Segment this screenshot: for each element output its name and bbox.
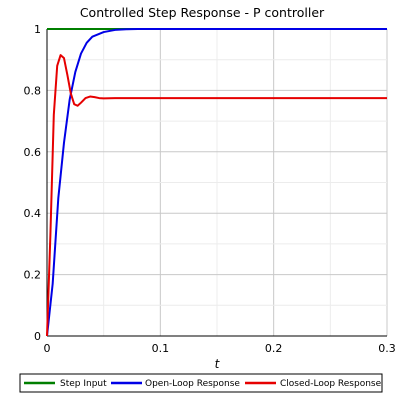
y-tick-label: 0.8	[24, 84, 42, 97]
x-tick-label: 0.2	[265, 342, 283, 355]
chart-title: Controlled Step Response - P controller	[80, 5, 325, 20]
series-line-closed-loop-response	[46, 54, 387, 337]
x-tick-label: 0	[44, 342, 51, 355]
x-axis-label: t	[215, 357, 221, 371]
legend-label: Step Input	[60, 379, 107, 389]
grid-lines	[47, 28, 388, 336]
y-tick-label: 0	[34, 330, 41, 343]
x-tick-label: 0.1	[152, 342, 170, 355]
y-tick-label: 1	[34, 23, 41, 36]
legend-label: Closed-Loop Response	[280, 379, 382, 389]
y-tick-label: 0.2	[24, 269, 42, 282]
x-tick-label: 0.3	[378, 342, 396, 355]
series-lines	[46, 28, 387, 337]
legend-label: Open-Loop Response	[145, 379, 240, 389]
y-tick-label: 0.6	[24, 146, 42, 159]
y-tick-label: 0.4	[24, 207, 42, 220]
tick-labels: 0 0.1 0.2 0.3 0 0.2 0.4 0.6 0.8 1	[24, 23, 396, 355]
legend-box	[19, 373, 383, 393]
legend: Step Input Open-Loop Response Closed-Loop …	[19, 373, 383, 393]
series-line-open-loop-response	[46, 28, 387, 337]
axes	[46, 29, 387, 337]
